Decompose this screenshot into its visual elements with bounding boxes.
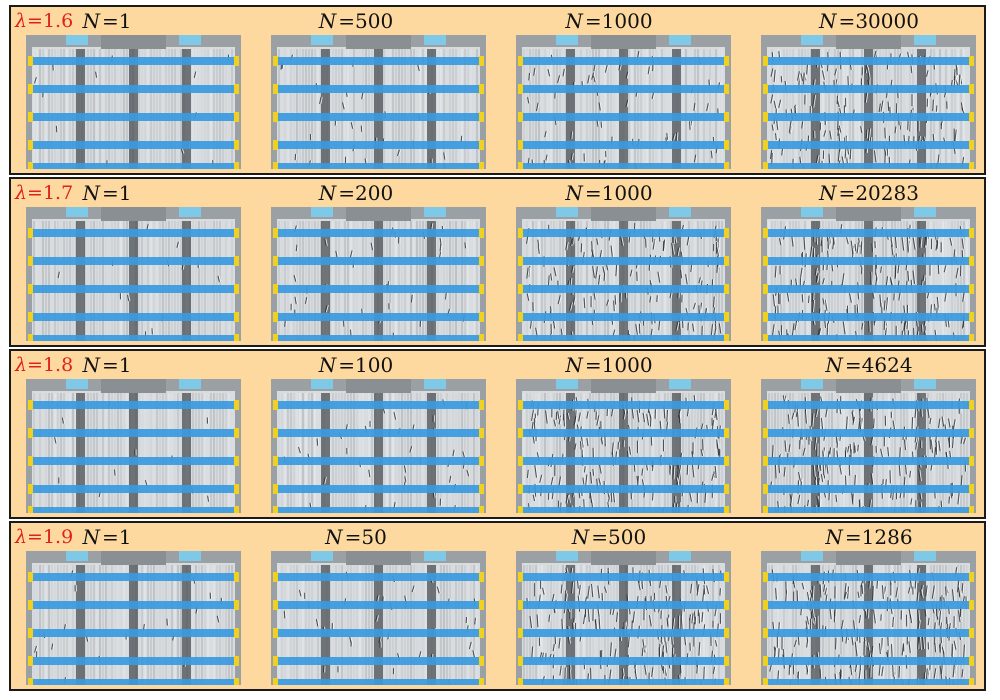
cycle-count-label: N =500 — [319, 9, 393, 33]
cycle-count-label: N =1 — [83, 9, 132, 33]
specimen-photo — [26, 551, 241, 685]
n-value: =20283 — [838, 181, 919, 205]
lambda-symbol: λ — [15, 526, 28, 548]
cycle-count-label: N =100 — [319, 353, 393, 377]
specimen-photo — [26, 379, 241, 513]
lambda-value: =1.6 — [27, 10, 74, 32]
cycle-count-label: N =30000 — [819, 9, 919, 33]
n-value: =1286 — [844, 525, 913, 549]
n-symbol: N — [565, 181, 583, 205]
n-value: =1 — [102, 525, 132, 549]
lambda-label: λ=1.9 — [15, 526, 73, 548]
cycle-count-label: N =1000 — [565, 9, 652, 33]
n-symbol: N — [325, 525, 343, 549]
n-value: =500 — [338, 9, 394, 33]
cycle-count-label: N =1 — [83, 353, 132, 377]
n-value: =30000 — [838, 9, 919, 33]
specimen-photo — [761, 379, 976, 513]
specimen-photo — [516, 379, 731, 513]
n-symbol: N — [318, 181, 337, 205]
n-value: =100 — [338, 353, 394, 377]
n-symbol: N — [82, 181, 101, 205]
specimen-photo — [26, 35, 241, 169]
specimen-photo — [516, 35, 731, 169]
n-symbol: N — [82, 9, 101, 33]
n-value: =500 — [591, 525, 647, 549]
lambda-row-panel: λ=1.9 N =1 N =50 N =500 N =1286 — [9, 521, 986, 691]
n-symbol: N — [565, 9, 583, 33]
cycle-count-label: N =200 — [319, 181, 393, 205]
lambda-symbol: λ — [15, 182, 28, 204]
specimen-photo — [516, 207, 731, 341]
n-value: =1000 — [584, 353, 653, 377]
n-symbol: N — [565, 353, 583, 377]
lambda-value: =1.7 — [27, 182, 74, 204]
n-value: =1 — [102, 181, 132, 205]
lambda-row-panel: λ=1.8 N =1 N =100 N =1000 N =4624 — [9, 349, 986, 519]
specimen-photo — [516, 551, 731, 685]
cycle-count-label: N =4624 — [825, 353, 912, 377]
specimen-photo — [271, 207, 486, 341]
cycle-count-label: N =500 — [572, 525, 646, 549]
lambda-label: λ=1.7 — [15, 182, 73, 204]
n-value: =200 — [338, 181, 394, 205]
lambda-row-panel: λ=1.7 N =1 N =200 N =1000 N =20283 — [9, 177, 986, 347]
cycle-count-label: N =20283 — [819, 181, 919, 205]
cycle-count-label: N =1 — [83, 181, 132, 205]
n-symbol: N — [825, 353, 843, 377]
n-symbol: N — [82, 525, 101, 549]
n-value: =1000 — [584, 181, 653, 205]
n-value: =1 — [102, 353, 132, 377]
lambda-row-panel: λ=1.6 N =1 N =500 N =1000 N =30000 — [9, 5, 986, 175]
cycle-count-label: N =1 — [83, 525, 132, 549]
lambda-value: =1.8 — [27, 354, 74, 376]
n-symbol: N — [571, 525, 590, 549]
specimen-photo — [271, 35, 486, 169]
n-symbol: N — [82, 353, 101, 377]
specimen-photo — [761, 207, 976, 341]
specimen-photo — [271, 551, 486, 685]
specimen-photo — [761, 35, 976, 169]
cycle-count-label: N =50 — [325, 525, 387, 549]
specimen-photo — [271, 379, 486, 513]
specimen-photo — [26, 207, 241, 341]
lambda-symbol: λ — [15, 10, 28, 32]
n-value: =4624 — [844, 353, 913, 377]
specimen-photo — [761, 551, 976, 685]
n-symbol: N — [819, 181, 837, 205]
lambda-symbol: λ — [15, 354, 28, 376]
n-symbol: N — [318, 353, 337, 377]
lambda-label: λ=1.8 — [15, 354, 73, 376]
n-value: =1 — [102, 9, 132, 33]
n-symbol: N — [318, 9, 337, 33]
cycle-count-label: N =1000 — [565, 181, 652, 205]
n-value: =50 — [344, 525, 387, 549]
cycle-count-label: N =1286 — [825, 525, 912, 549]
lambda-label: λ=1.6 — [15, 10, 73, 32]
lambda-value: =1.9 — [27, 526, 74, 548]
n-symbol: N — [819, 9, 837, 33]
n-value: =1000 — [584, 9, 653, 33]
n-symbol: N — [825, 525, 843, 549]
cycle-count-label: N =1000 — [565, 353, 652, 377]
